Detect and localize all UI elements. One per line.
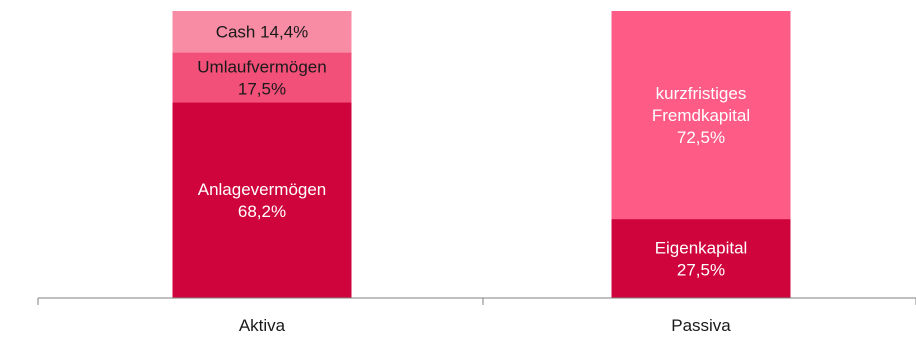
bar-segment-0-2 <box>172 11 352 53</box>
segment-label-1-1: kurzfristiges Fremdkapital 72,5% <box>652 84 750 147</box>
segment-label-line: Eigenkapital <box>655 239 748 258</box>
segment-label-line: Anlagevermögen <box>198 180 327 199</box>
segment-label-0-1: Umlaufvermögen 17,5% <box>197 57 326 98</box>
segment-label-line: Fremdkapital <box>652 106 750 125</box>
bar-segment-0-0 <box>172 102 352 298</box>
bar-segment-1-1 <box>611 11 791 220</box>
segment-label-line: 27,5% <box>677 261 725 280</box>
bar-segment-0-1 <box>172 52 352 103</box>
segment-label-line: Cash 14,4% <box>216 23 309 42</box>
bar-segment-1-0 <box>611 219 791 298</box>
segment-label-line: kurzfristiges <box>656 84 747 103</box>
segment-label-1-0: Eigenkapital 27,5% <box>655 239 748 280</box>
x-tick-label-1: Passiva <box>671 316 731 335</box>
segment-label-line: 68,2% <box>238 202 286 221</box>
segment-label-line: 17,5% <box>238 79 286 98</box>
segment-label-0-0: Anlagevermögen 68,2% <box>198 180 327 221</box>
segment-label-line: 72,5% <box>677 128 725 147</box>
segment-label-0-2: Cash 14,4% <box>216 23 309 42</box>
x-tick-label-0: Aktiva <box>239 316 286 335</box>
segment-label-line: Umlaufvermögen <box>197 57 326 76</box>
